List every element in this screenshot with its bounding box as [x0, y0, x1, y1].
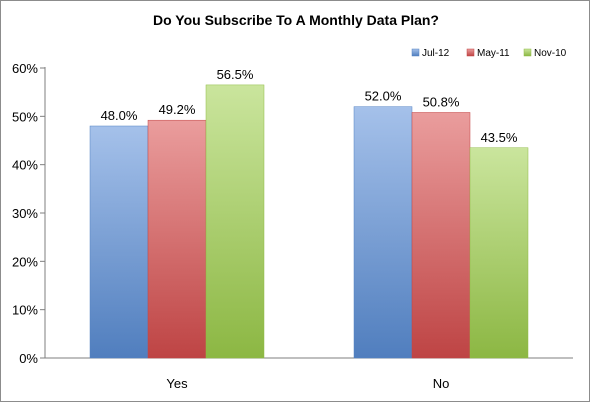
bars: [89, 84, 529, 359]
data-label: 48.0%: [101, 108, 138, 123]
data-label: 56.5%: [217, 67, 254, 82]
legend-swatch: [466, 48, 475, 57]
y-tick-label: 0%: [19, 351, 38, 366]
data-label: 43.5%: [481, 130, 518, 145]
bar-yes-may-11: [147, 119, 207, 359]
bar-no-may-11: [411, 112, 471, 359]
bar-no-nov-10: [469, 147, 529, 359]
legend-swatch: [411, 48, 420, 57]
x-category-label: Yes: [166, 376, 188, 391]
y-tick-label: 10%: [12, 303, 38, 318]
legend: Jul-12 May-11 Nov-10: [411, 48, 567, 59]
x-category-label: No: [433, 376, 450, 391]
bar-yes-nov-10: [205, 84, 265, 359]
data-label: 52.0%: [365, 89, 402, 104]
data-label: 50.8%: [423, 94, 460, 109]
data-labels: 48.0% 49.2% 56.5% 52.0% 50.8% 43.5%: [101, 67, 518, 145]
y-tick-label: 40%: [12, 158, 38, 173]
bar-yes-jul-12: [89, 125, 149, 359]
chart-title: Do You Subscribe To A Monthly Data Plan?: [153, 12, 439, 28]
bar-no-jul-12: [353, 106, 413, 359]
legend-label: Jul-12: [422, 48, 450, 59]
y-tick-label: 20%: [12, 254, 38, 269]
legend-swatch: [523, 48, 532, 57]
y-tick-label: 30%: [12, 206, 38, 221]
legend-label: Nov-10: [534, 48, 567, 59]
data-label: 49.2%: [159, 102, 196, 117]
y-tick-label: 50%: [12, 109, 38, 124]
legend-label: May-11: [477, 48, 510, 59]
y-tick-label: 60%: [12, 61, 38, 76]
